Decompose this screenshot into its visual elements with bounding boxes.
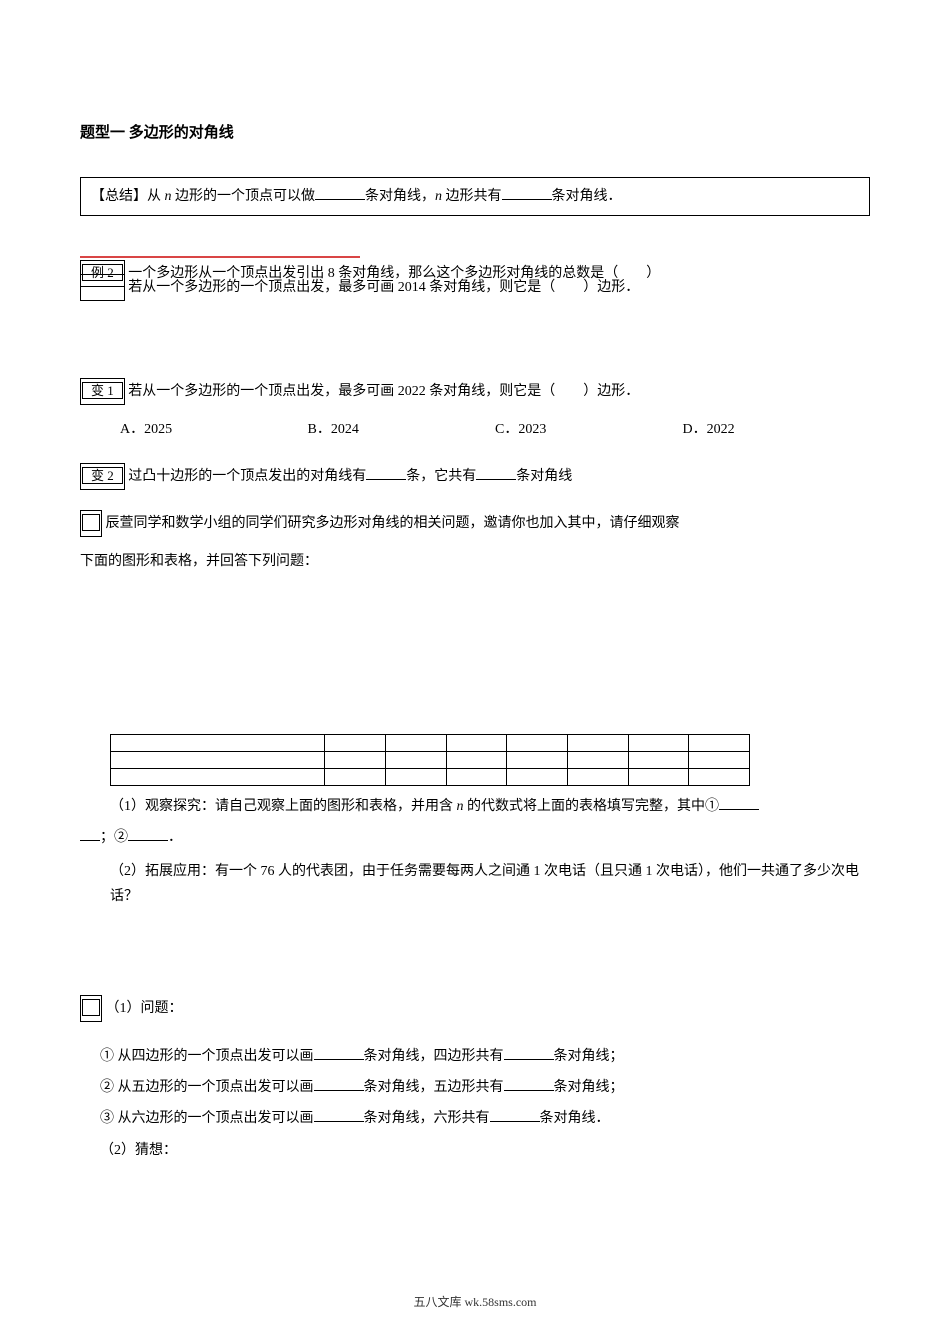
example-2-block: 例 2 一个多边形从一个顶点出发引出 8 条对角线，那么这个多边形对角线的总数是… [80,260,870,308]
summary-n1: n [165,189,172,204]
red-divider [80,256,360,258]
table-cell [386,752,447,769]
blank [128,826,168,841]
summary-suffix: 条对角线． [552,189,622,204]
table-cell [628,735,689,752]
label-variant-1: 变 1 [80,378,125,405]
after-table-p2: （2）拓展应用：有一个 76 人的代表团，由于任务需要每两人之间通 1 次电话（… [110,859,870,909]
table-cell [386,769,447,786]
label-variant-2: 变 2 [80,463,125,490]
summary-mid2: 条对角线， [365,189,435,204]
table-cell [111,735,325,752]
blank [502,185,552,200]
label-example-2-dup: 例 2 [80,274,125,301]
q4-p2: （2）猜想： [100,1138,870,1163]
variant-1-block: 变 1 若从一个多边形的一个顶点出发，最多可画 2022 条对角线，则它是（ ）… [80,378,870,442]
blank [366,465,406,480]
table-cell [628,752,689,769]
at-p1b: 的代数式将上面的表格填写完整，其中① [464,799,720,814]
summary-mid1: 边形的一个顶点可以做 [172,189,316,204]
footer: 五八文库 wk.58sms.com [0,1292,950,1314]
ex2-line2: 若从一个多边形的一个顶点出发，最多可画 2014 条对角线，则它是（ ）边形． [128,280,639,295]
variant-2-block: 变 2 过凸十边形的一个顶点发出的对角线有 条，它共有 条对角线 [80,463,870,490]
table-row [111,735,750,752]
page: 题型一 多边形的对角线 【总结】从 n 边形的一个顶点可以做条对角线，n 边形共… [0,0,950,1344]
blank [314,1045,364,1060]
q4-l1c: 条对角线； [554,1049,624,1064]
blank [490,1107,540,1122]
table-cell [689,752,750,769]
table-cell [386,735,447,752]
table-row [111,752,750,769]
label-empty-2 [80,995,102,1022]
at-p1n: n [457,799,464,814]
question-4-block: （1）问题： ① 从四边形的一个顶点出发可以画条对角线，四边形共有条对角线； ②… [80,995,870,1163]
q3-text2: 下面的图形和表格，并回答下列问题： [80,549,870,574]
question-3-block: 辰萱同学和数学小组的同学们研究多边形对角线的相关问题，邀请你也加入其中，请仔细观… [80,510,870,574]
blank [504,1045,554,1060]
table-cell [628,769,689,786]
after-table-p1-cont: ；② ． [80,825,870,850]
at-p1a: （1）观察探究：请自己观察上面的图形和表格，并用含 [110,799,457,814]
v1-text: 若从一个多边形的一个顶点出发，最多可画 2022 条对角线，则它是（ ）边形． [128,384,639,399]
table-cell [446,735,507,752]
data-table [110,734,750,786]
blank [719,795,759,810]
blank [504,1076,554,1091]
summary-box: 【总结】从 n 边形的一个顶点可以做条对角线，n 边形共有条对角线． [80,177,870,216]
table-cell [689,735,750,752]
table-cell [507,752,568,769]
table-cell [689,769,750,786]
table-cell [325,752,386,769]
q4-line2: ② 从五边形的一个顶点出发可以画 条对角线，五边形共有 条对角线； [100,1075,870,1100]
summary-prefix: 【总结】从 [91,189,165,204]
table-cell [325,735,386,752]
table-row [111,769,750,786]
label-empty-1 [80,510,102,537]
table-cell [507,735,568,752]
table-cell [325,769,386,786]
q4-l3c: 条对角线． [540,1111,610,1126]
q4-l1b: 条对角线，四边形共有 [364,1049,504,1064]
table-cell [446,769,507,786]
q4-l2a: ② 从五边形的一个顶点出发可以画 [100,1080,314,1095]
summary-n2: n [435,189,442,204]
q4-l3b: 条对角线，六形共有 [364,1111,490,1126]
table-cell [568,735,629,752]
q3-text: 辰萱同学和数学小组的同学们研究多边形对角线的相关问题，邀请你也加入其中，请仔细观… [106,516,680,531]
blank [80,826,100,841]
v2-t2: 条，它共有 [406,469,476,484]
table-cell [507,769,568,786]
blank [314,1076,364,1091]
table-cell [568,752,629,769]
table-cell [111,769,325,786]
after-table-p1: （1）观察探究：请自己观察上面的图形和表格，并用含 n 的代数式将上面的表格填写… [110,794,870,819]
q4-l1a: ① 从四边形的一个顶点出发可以画 [100,1049,314,1064]
q4-line1: ① 从四边形的一个顶点出发可以画 条对角线，四边形共有 条对角线； [100,1044,870,1069]
option-a: A．2025 [120,417,308,442]
table-cell [446,752,507,769]
v2-t3: 条对角线 [516,469,572,484]
q4-lead: （1）问题： [106,1001,183,1016]
at-p1d: ． [168,830,182,845]
blank [476,465,516,480]
q4-l3a: ③ 从六边形的一个顶点出发可以画 [100,1111,314,1126]
blank [314,1107,364,1122]
table-cell [111,752,325,769]
q4-l2c: 条对角线； [554,1080,624,1095]
q4-line3: ③ 从六边形的一个顶点出发可以画 条对角线，六形共有 条对角线． [100,1106,870,1131]
summary-mid3: 边形共有 [442,189,502,204]
v2-t1: 过凸十边形的一个顶点发出的对角线有 [128,469,366,484]
option-c: C．2023 [495,417,683,442]
table-cell [568,769,629,786]
option-b: B．2024 [308,417,496,442]
q4-l2b: 条对角线，五边形共有 [364,1080,504,1095]
section-title: 题型一 多边形的对角线 [80,120,870,147]
option-d: D．2022 [683,417,871,442]
v1-options: A．2025 B．2024 C．2023 D．2022 [120,417,870,442]
blank [315,185,365,200]
at-p1c: ；② [100,830,128,845]
